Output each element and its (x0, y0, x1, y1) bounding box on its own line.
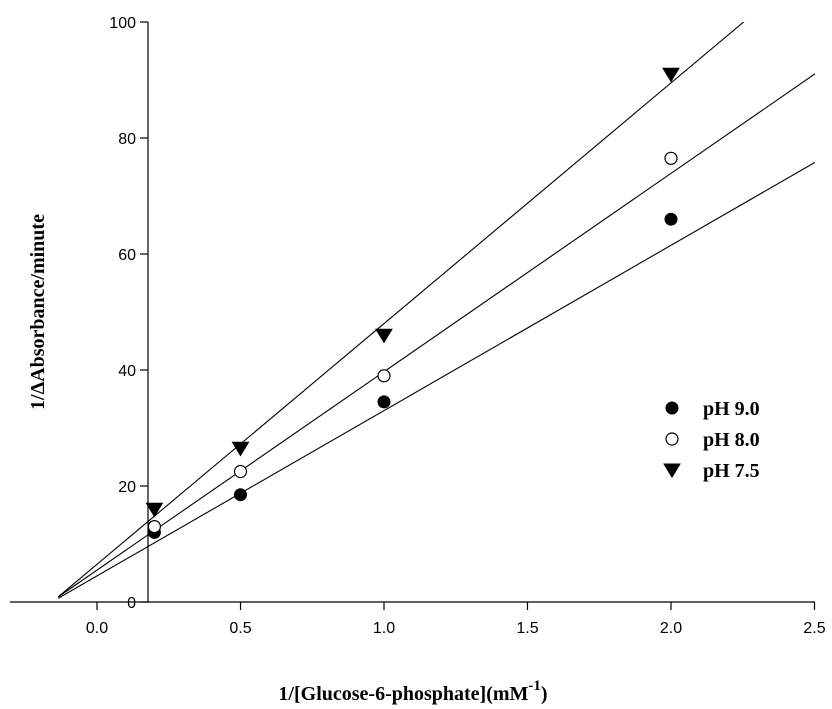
fit-line-ph-7-5 (57, 22, 745, 598)
legend-label-ph-9-0: pH 9.0 (703, 398, 760, 420)
legend-marker-ph-9-0 (665, 401, 679, 415)
x-axis-title: 1/[Glucose-6-phosphate](mM-1) (278, 678, 547, 705)
data-point (377, 395, 391, 409)
y-tick-label: 60 (118, 247, 136, 264)
data-point (233, 464, 248, 479)
fit-line-ph-9-0 (57, 161, 815, 599)
y-tick-label: 80 (118, 131, 136, 148)
legend-marker-ph-7-5 (663, 463, 681, 479)
x-axis-title-main: 1/[Glucose-6-phosphate](mM (278, 683, 528, 705)
y-tick-label: 100 (109, 15, 136, 32)
data-points (145, 67, 680, 539)
data-point (664, 151, 678, 165)
legend: pH 9.0 pH 8.0 pH 7.5 (663, 398, 760, 482)
legend-marker-ph-8-0 (665, 432, 679, 446)
x-tick-label: 2.5 (803, 620, 825, 637)
legend-label-ph-8-0: pH 8.0 (703, 429, 760, 451)
axes (10, 22, 815, 603)
data-point (231, 441, 250, 457)
x-axis-title-superscript: -1 (528, 678, 541, 694)
ticks: 0.0 0.5 1.0 1.5 2.0 2.5 0 20 40 60 80 100 (86, 15, 826, 637)
data-point (145, 502, 164, 518)
x-tick-label: 0.0 (86, 620, 108, 637)
x-tick-label: 2.0 (660, 620, 682, 637)
y-tick-label: 0 (127, 595, 136, 612)
data-point (664, 212, 678, 226)
y-tick-label: 20 (118, 479, 136, 496)
x-tick-label: 1.5 (516, 620, 538, 637)
x-tick-label: 0.5 (229, 620, 251, 637)
x-tick-label: 1.0 (373, 620, 395, 637)
x-axis-title-suffix: ) (541, 683, 548, 705)
fit-line-ph-8-0 (57, 73, 815, 598)
y-axis-title: 1/ΔAbsorbance/minute (27, 214, 49, 410)
data-point (662, 67, 680, 83)
legend-label-ph-7-5: pH 7.5 (703, 460, 760, 482)
fit-lines (57, 22, 815, 599)
data-point (234, 488, 247, 502)
y-tick-label: 40 (118, 363, 136, 380)
data-point (147, 519, 161, 534)
data-point (377, 369, 391, 383)
data-point (375, 328, 393, 344)
